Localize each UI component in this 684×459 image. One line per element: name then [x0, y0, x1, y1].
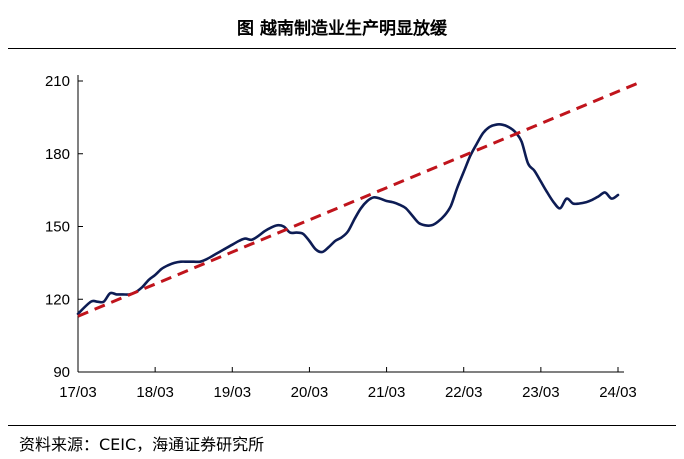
x-tick-label: 21/03: [368, 384, 406, 401]
y-tick-label: 90: [53, 364, 70, 381]
axes: 90 120 150 180 210 17/03 18/03 19/03 20/03 21/03 2…: [45, 73, 637, 401]
x-tick-label: 22/03: [445, 384, 483, 401]
x-tick-label: 20/03: [291, 384, 329, 401]
y-tick-label: 150: [45, 219, 70, 236]
y-tick-label: 180: [45, 146, 70, 163]
x-tick-label: 23/03: [522, 384, 560, 401]
x-tick-label: 19/03: [214, 384, 252, 401]
series-line-actual: [76, 123, 620, 316]
series-layer: [76, 82, 638, 318]
source-note: 资料来源：CEIC，海通证券研究所: [19, 435, 265, 454]
series-line-trend: [77, 82, 638, 318]
bottom-rule: [8, 425, 676, 426]
chart-title: 图 越南制造业生产明显放缓: [237, 19, 447, 39]
x-tick-label: 24/03: [599, 384, 637, 401]
x-tick-label: 18/03: [136, 384, 174, 401]
x-tick-label: 17/03: [59, 384, 97, 401]
y-tick-label: 120: [45, 291, 70, 308]
top-rule: [8, 48, 676, 49]
y-tick-label: 210: [45, 73, 70, 90]
